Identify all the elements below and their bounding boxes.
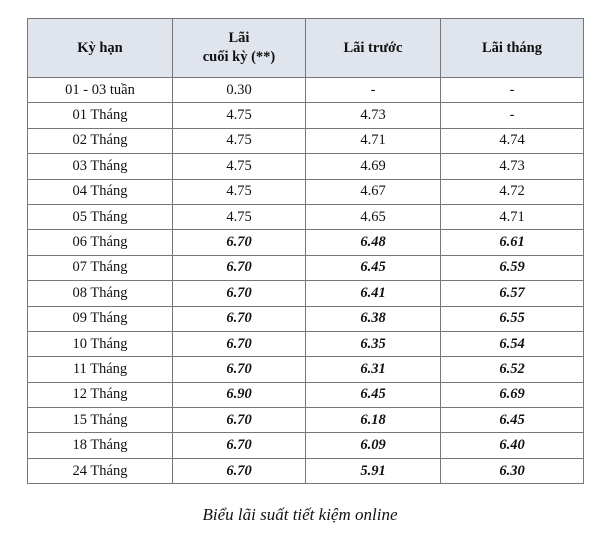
term-cell: 10 Tháng: [27, 330, 173, 358]
table-row: 02 Tháng 4.75 4.71 4.74: [27, 127, 584, 155]
rate-cell: 6.35: [305, 330, 441, 358]
table-row: 07 Tháng 6.70 6.45 6.59: [27, 254, 584, 282]
header-cell: Lãi tháng: [440, 18, 584, 78]
rate-cell: 6.70: [172, 254, 306, 282]
header-row: Kỳ hạn Lãi cuối kỳ (**) Lãi trước Lãi tháng: [27, 18, 584, 78]
rate-cell: 5.91: [305, 457, 441, 485]
rate-cell: 6.70: [172, 229, 306, 256]
rate-cell: 6.70: [172, 305, 306, 332]
rate-cell: 4.75: [172, 153, 306, 180]
rate-cell: 6.09: [305, 432, 441, 459]
header-line: cuối kỳ (**): [202, 49, 276, 65]
header-cell: Lãi cuối kỳ (**): [172, 18, 306, 78]
rate-cell: 4.65: [305, 203, 441, 231]
rate-cell: 6.18: [305, 407, 441, 434]
term-cell: 01 - 03 tuần: [27, 76, 173, 104]
rate-cell: -: [305, 76, 441, 104]
caption: Biểu lãi suất tiết kiệm online: [202, 505, 398, 524]
table-row: 18 Tháng 6.70 6.09 6.40: [27, 432, 584, 459]
rate-cell: -: [440, 76, 584, 104]
rate-cell: 6.90: [172, 381, 306, 409]
rate-cell: 6.59: [440, 254, 584, 282]
term-cell: 02 Tháng: [27, 127, 173, 155]
rate-table: Kỳ hạn Lãi cuối kỳ (**) Lãi trước Lãi tháng …: [27, 18, 584, 485]
rate-cell: 4.75: [172, 203, 306, 231]
rate-cell: 4.73: [305, 102, 441, 129]
table-row: 05 Tháng 4.75 4.65 4.71: [27, 203, 584, 231]
rate-cell: 6.70: [172, 407, 306, 434]
rate-cell: 6.40: [440, 432, 584, 459]
table-row: 01 - 03 tuần 0.30- -: [27, 76, 584, 104]
table-body: 01 - 03 tuần 0.30- -01 Tháng 4.75 4.73-02 Th…: [27, 76, 584, 485]
table-row: 04 Tháng 4.75 4.67 4.72: [27, 178, 584, 205]
rate-cell: 6.70: [172, 280, 306, 307]
rate-cell: 4.75: [172, 102, 306, 129]
term-cell: 18 Tháng: [27, 432, 173, 459]
rate-cell: 4.74: [440, 127, 584, 155]
rate-cell: 4.75: [172, 127, 306, 155]
rate-cell: 6.61: [440, 229, 584, 256]
table-row: 09 Tháng 6.70 6.38 6.55: [27, 305, 584, 332]
term-cell: 11 Tháng: [27, 356, 173, 383]
rate-cell: 0.30: [172, 76, 306, 104]
rate-cell: 4.69: [305, 153, 441, 180]
term-cell: 07 Tháng: [27, 254, 173, 282]
rate-cell: 6.70: [172, 457, 306, 485]
table-row: 10 Tháng 6.70 6.35 6.54: [27, 330, 584, 358]
rate-cell: 6.38: [305, 305, 441, 332]
term-cell: 15 Tháng: [27, 407, 173, 434]
table-row: 01 Tháng 4.75 4.73-: [27, 102, 584, 129]
header-cell: Kỳ hạn: [27, 18, 173, 78]
rate-cell: 4.67: [305, 178, 441, 205]
table-row: 03 Tháng 4.75 4.69 4.73: [27, 153, 584, 180]
rate-cell: 6.70: [172, 330, 306, 358]
rate-cell: 4.73: [440, 153, 584, 180]
term-cell: 12 Tháng: [27, 381, 173, 409]
term-cell: 05 Tháng: [27, 203, 173, 231]
rate-cell: 4.71: [305, 127, 441, 155]
rate-cell: 6.45: [440, 407, 584, 434]
rate-cell: 4.72: [440, 178, 584, 205]
rate-cell: 6.41: [305, 280, 441, 307]
rate-cell: 6.69: [440, 381, 584, 409]
rate-cell: 6.30: [440, 457, 584, 485]
rate-cell: 6.57: [440, 280, 584, 307]
table-row: 15 Tháng 6.70 6.18 6.45: [27, 407, 584, 434]
term-cell: 03 Tháng: [27, 153, 173, 180]
term-cell: 01 Tháng: [27, 102, 173, 129]
term-cell: 04 Tháng: [27, 178, 173, 205]
rate-cell: 6.70: [172, 432, 306, 459]
header-cell: Lãi trước: [305, 18, 441, 78]
table-row: 12 Tháng 6.90 6.45 6.69: [27, 381, 584, 409]
rate-cell: 6.31: [305, 356, 441, 383]
rate-cell: 6.48: [305, 229, 441, 256]
header-line: Lãi: [228, 30, 250, 46]
rate-cell: 6.45: [305, 381, 441, 409]
rate-cell: 4.75: [172, 178, 306, 205]
table-row: 24 Tháng 6.70 5.91 6.30: [27, 457, 584, 485]
rate-cell: 6.52: [440, 356, 584, 383]
rate-cell: 6.54: [440, 330, 584, 358]
rate-cell: 6.45: [305, 254, 441, 282]
table-row: 08 Tháng 6.70 6.41 6.57: [27, 280, 584, 307]
rate-cell: 6.55: [440, 305, 584, 332]
term-cell: 06 Tháng: [27, 229, 173, 256]
term-cell: 24 Tháng: [27, 457, 173, 485]
rate-cell: 6.70: [172, 356, 306, 383]
rate-cell: -: [440, 102, 584, 129]
table-row: 06 Tháng 6.70 6.48 6.61: [27, 229, 584, 256]
term-cell: 08 Tháng: [27, 280, 173, 307]
term-cell: 09 Tháng: [27, 305, 173, 332]
table-row: 11 Tháng 6.70 6.31 6.52: [27, 356, 584, 383]
rate-cell: 4.71: [440, 203, 584, 231]
